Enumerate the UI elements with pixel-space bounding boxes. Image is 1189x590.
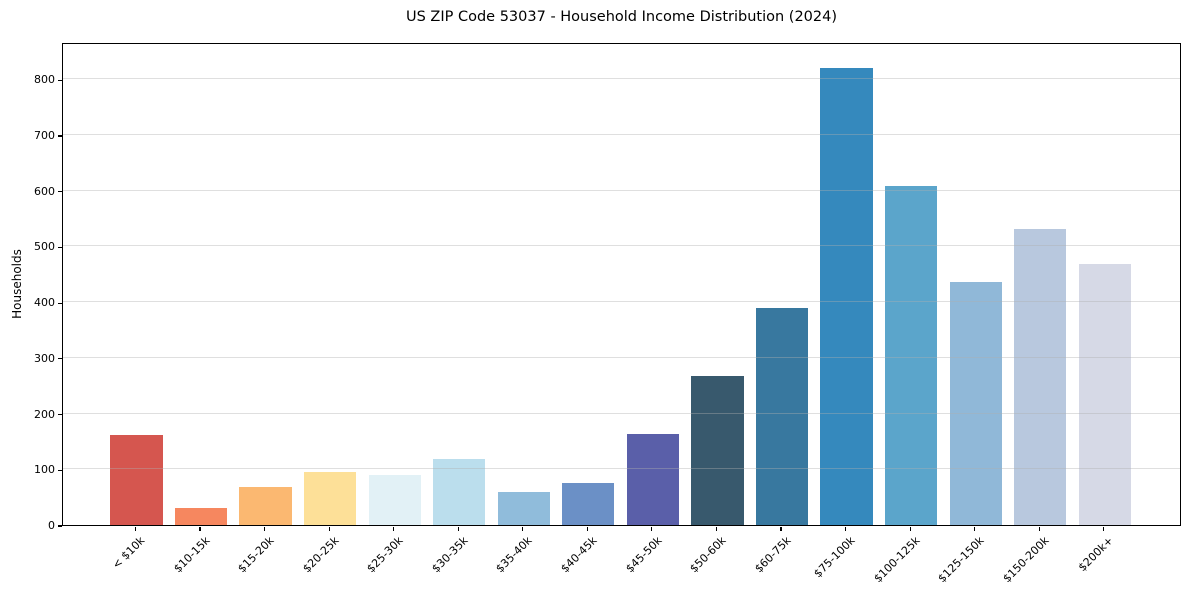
gridline-y-400 <box>63 301 1180 303</box>
x-tick-mark <box>199 526 201 531</box>
x-tick-label: $200k+ <box>1075 534 1116 575</box>
bar-< $10k <box>110 434 163 525</box>
y-tick-mark <box>58 358 62 360</box>
gridline-y-200 <box>63 412 1180 414</box>
x-tick-mark <box>522 526 524 531</box>
x-tick-label: $60-75k <box>751 534 794 576</box>
x-tick-mark <box>393 526 395 531</box>
y-tick-mark <box>58 525 62 527</box>
bar-$60-75k <box>755 307 809 525</box>
bar-$75-100k <box>820 68 873 525</box>
bar-$150-200k <box>1014 228 1067 525</box>
y-tick-mark <box>58 469 62 471</box>
y-tick-mark <box>58 191 62 193</box>
x-tick-mark <box>328 526 330 531</box>
gridline-y-100 <box>63 468 1180 470</box>
x-tick-mark <box>715 526 718 531</box>
y-tick-label: 500 <box>34 240 55 254</box>
y-tick-mark <box>58 246 62 249</box>
y-tick-mark <box>58 79 62 81</box>
x-tick-mark <box>974 526 976 531</box>
bar-$15-20k <box>239 487 292 525</box>
x-tick-label: $40-45k <box>558 534 600 576</box>
bar-$35-40k <box>497 491 550 525</box>
x-tick-label: $75-100k <box>811 534 858 581</box>
bar-$45-50k <box>626 434 680 525</box>
x-tick-label: $45-50k <box>622 534 665 576</box>
x-tick-label: $25-30k <box>364 534 406 576</box>
x-tick-label: $50-60k <box>687 534 729 576</box>
x-tick-mark <box>1103 526 1105 531</box>
y-tick-label: 400 <box>34 296 55 310</box>
x-tick-mark <box>134 526 137 531</box>
x-tick-label: $35-40k <box>493 534 536 576</box>
bar-$10-15k <box>174 508 228 525</box>
y-tick-mark <box>58 302 62 304</box>
y-tick-label: 300 <box>34 351 55 365</box>
x-tick-mark <box>586 526 588 531</box>
gridline-y-300 <box>63 356 1180 358</box>
y-tick-label: 100 <box>34 463 55 477</box>
x-tick-label: $20-25k <box>300 534 342 576</box>
y-tick-label: 700 <box>34 129 55 143</box>
gridline-y-800 <box>63 78 1180 80</box>
y-tick-mark <box>58 135 62 137</box>
x-tick-mark <box>844 526 847 531</box>
y-tick-label: 200 <box>34 407 55 421</box>
x-tick-label: < $10k <box>110 534 148 572</box>
plot-area <box>62 43 1181 526</box>
y-tick-label: 600 <box>34 184 55 198</box>
y-tick-mark <box>58 413 62 416</box>
x-tick-label: $125-150k <box>935 534 987 586</box>
gridline-y-700 <box>63 134 1180 136</box>
y-tick-label: 800 <box>34 73 55 87</box>
x-tick-label: $15-20k <box>235 534 277 576</box>
x-tick-label: $30-35k <box>429 534 471 576</box>
bar-$125-150k <box>949 281 1002 525</box>
x-tick-mark <box>264 526 266 531</box>
x-tick-mark <box>1038 526 1040 531</box>
x-tick-mark <box>780 526 782 531</box>
bar-$25-30k <box>368 475 421 525</box>
bar-$20-25k <box>304 471 357 525</box>
bar-$30-35k <box>433 458 486 525</box>
y-tick-label: 0 <box>48 519 55 532</box>
bar-$200k+ <box>1078 264 1131 525</box>
bar-$50-60k <box>691 375 744 525</box>
gridline-y-500 <box>63 245 1180 247</box>
gridline-y-600 <box>63 189 1180 191</box>
x-tick-mark <box>651 526 653 531</box>
x-tick-mark <box>457 526 459 531</box>
x-tick-mark <box>909 526 911 531</box>
x-tick-label: $150-200k <box>1000 534 1052 586</box>
bar-$100-125k <box>884 186 938 525</box>
chart-title: US ZIP Code 53037 - Household Income Dis… <box>405 9 838 25</box>
x-tick-label: $100-125k <box>871 534 923 586</box>
x-tick-label: $10-15k <box>170 534 213 576</box>
bar-$40-45k <box>562 483 615 525</box>
